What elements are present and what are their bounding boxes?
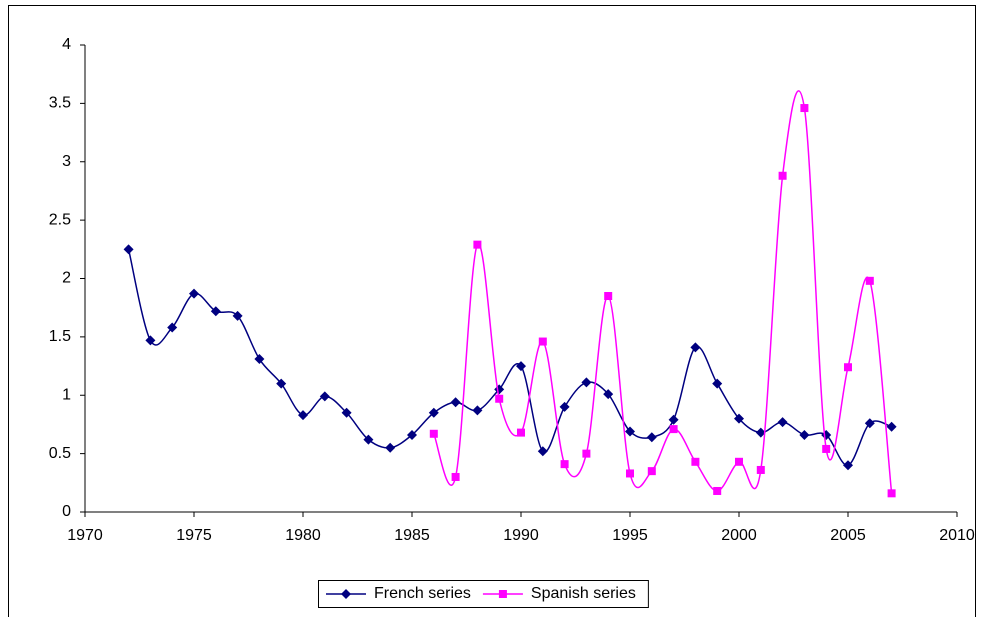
- data-point: [189, 288, 199, 299]
- data-point: [755, 427, 766, 438]
- data-point: [822, 444, 831, 453]
- x-tick-label: 1970: [67, 527, 103, 544]
- data-point: [495, 394, 504, 403]
- data-point: [799, 429, 810, 440]
- legend-marker: [341, 589, 351, 599]
- data-point: [517, 428, 525, 437]
- data-point: [145, 335, 156, 346]
- y-tick-label: 1.5: [49, 328, 71, 345]
- data-point: [341, 407, 352, 418]
- x-tick-label: 2010: [939, 527, 975, 544]
- data-point: [428, 407, 439, 418]
- legend-marker: [498, 590, 507, 598]
- x-tick-label: 2000: [721, 527, 757, 544]
- data-point: [800, 104, 809, 113]
- data-point: [407, 429, 417, 440]
- data-point: [777, 417, 788, 428]
- data-point: [560, 460, 569, 469]
- x-tick-label: 2005: [830, 527, 866, 544]
- data-point: [865, 276, 874, 285]
- data-point: [559, 401, 570, 412]
- data-point: [712, 378, 723, 389]
- data-point: [713, 486, 722, 495]
- y-tick-label: 1: [62, 386, 71, 403]
- data-point: [451, 472, 460, 481]
- data-point: [668, 414, 679, 425]
- data-point: [844, 363, 852, 372]
- data-point: [886, 421, 897, 432]
- data-point: [604, 292, 613, 301]
- data-point: [276, 378, 287, 389]
- data-point: [537, 446, 548, 457]
- data-point: [232, 310, 243, 321]
- data-point: [756, 465, 765, 474]
- data-point: [210, 306, 221, 317]
- series-line: [127, 249, 892, 467]
- data-point: [626, 469, 634, 478]
- data-point: [778, 171, 787, 180]
- data-point: [625, 426, 635, 437]
- y-tick-label: 3.5: [49, 95, 71, 112]
- data-point: [516, 361, 526, 372]
- data-point: [123, 244, 134, 255]
- y-tick-label: 0: [62, 503, 71, 520]
- data-point: [298, 410, 308, 421]
- legend-label: French series: [374, 585, 471, 602]
- data-point: [647, 467, 656, 476]
- data-point: [538, 337, 547, 346]
- x-tick-label: 1985: [394, 527, 430, 544]
- data-point: [864, 418, 875, 429]
- legend-label: Spanish series: [531, 585, 636, 602]
- y-tick-label: 2.5: [49, 211, 71, 228]
- x-tick-label: 1975: [176, 527, 212, 544]
- data-point: [887, 489, 896, 498]
- data-point: [472, 405, 483, 416]
- data-point: [669, 425, 678, 434]
- data-point: [734, 413, 744, 424]
- x-tick-label: 1995: [612, 527, 648, 544]
- data-point: [646, 432, 657, 443]
- data-point: [254, 354, 265, 365]
- chart-frame: [8, 5, 976, 617]
- data-point: [603, 389, 614, 400]
- data-point: [450, 397, 461, 408]
- data-point: [429, 429, 438, 438]
- legend: French series Spanish series: [318, 580, 649, 608]
- data-point: [363, 434, 374, 445]
- data-point: [319, 391, 330, 402]
- y-tick-label: 2: [62, 270, 71, 287]
- data-point: [581, 377, 592, 388]
- data-point: [473, 240, 482, 249]
- y-tick-label: 0.5: [49, 445, 71, 462]
- y-tick-label: 3: [62, 153, 71, 170]
- x-tick-label: 1990: [503, 527, 539, 544]
- y-tick-label: 4: [62, 36, 71, 53]
- data-point: [691, 457, 700, 466]
- data-point: [690, 342, 701, 353]
- x-tick-label: 1980: [285, 527, 321, 544]
- data-point: [167, 322, 178, 333]
- data-point: [843, 460, 853, 471]
- data-point: [582, 449, 591, 458]
- data-point: [385, 442, 396, 453]
- data-point: [735, 457, 743, 466]
